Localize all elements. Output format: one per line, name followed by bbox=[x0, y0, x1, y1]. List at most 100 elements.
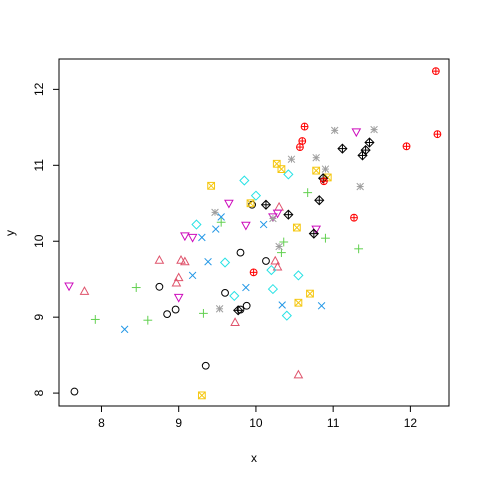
data-point bbox=[272, 261, 283, 271]
data-point bbox=[171, 305, 180, 314]
data-point bbox=[283, 169, 294, 180]
data-point bbox=[155, 282, 164, 291]
data-point bbox=[250, 190, 262, 201]
data-point bbox=[239, 175, 250, 186]
data-point bbox=[216, 217, 226, 227]
x-axis-label: x bbox=[251, 451, 257, 465]
data-point bbox=[260, 199, 272, 210]
data-point bbox=[241, 221, 251, 231]
data-point bbox=[293, 270, 304, 281]
y-tick-label: 11 bbox=[32, 159, 46, 172]
data-point bbox=[131, 283, 141, 292]
y-tick-label: 12 bbox=[32, 82, 46, 96]
data-point bbox=[201, 361, 210, 370]
data-point bbox=[431, 67, 440, 76]
data-point bbox=[154, 254, 165, 264]
data-point bbox=[90, 315, 100, 324]
data-point bbox=[270, 255, 281, 265]
data-point bbox=[64, 282, 74, 292]
data-point bbox=[236, 248, 245, 257]
data-point bbox=[212, 225, 220, 233]
data-point bbox=[187, 233, 198, 243]
plot-frame bbox=[58, 58, 450, 407]
data-point bbox=[275, 242, 283, 251]
data-point bbox=[354, 244, 364, 254]
data-point bbox=[249, 268, 258, 277]
y-axis: 8 9 10 11 12 bbox=[32, 82, 59, 396]
data-point bbox=[219, 257, 231, 268]
x-tick-label: 8 bbox=[98, 416, 105, 430]
data-point bbox=[266, 264, 277, 276]
data-point bbox=[204, 257, 212, 266]
data-point bbox=[370, 125, 378, 134]
data-point bbox=[198, 233, 206, 242]
data-point bbox=[321, 165, 330, 173]
data-point bbox=[279, 237, 289, 247]
data-point bbox=[298, 137, 307, 145]
y-tick-label: 9 bbox=[32, 314, 46, 321]
data-point bbox=[314, 195, 325, 206]
data-point bbox=[300, 122, 309, 131]
data-point bbox=[79, 286, 90, 295]
data-point bbox=[274, 201, 284, 211]
data-point bbox=[259, 220, 268, 229]
data-point bbox=[433, 130, 442, 139]
data-point bbox=[180, 232, 190, 242]
x-tick-label: 10 bbox=[249, 416, 263, 430]
data-point bbox=[120, 325, 129, 334]
data-point bbox=[199, 308, 208, 318]
data-point bbox=[267, 283, 279, 295]
data-point bbox=[173, 293, 184, 303]
data-point bbox=[215, 305, 224, 313]
data-point bbox=[356, 182, 364, 191]
data-point bbox=[278, 301, 286, 309]
data-point bbox=[303, 188, 313, 198]
data-point bbox=[188, 271, 197, 280]
x-tick-label: 11 bbox=[327, 416, 340, 430]
data-point bbox=[207, 181, 216, 190]
data-point bbox=[70, 387, 79, 396]
data-point bbox=[306, 289, 314, 298]
x-axis: 8 9 10 11 12 bbox=[98, 406, 417, 430]
data-point bbox=[277, 165, 286, 173]
data-point bbox=[230, 317, 240, 326]
data-point bbox=[229, 290, 240, 302]
data-point bbox=[287, 155, 296, 163]
data-point bbox=[180, 256, 190, 266]
data-point bbox=[350, 213, 358, 222]
data-point bbox=[176, 254, 186, 264]
data-point bbox=[197, 391, 206, 400]
data-point bbox=[337, 143, 348, 154]
data-point bbox=[191, 219, 202, 230]
data-point bbox=[268, 213, 278, 223]
data-point bbox=[351, 128, 362, 138]
data-point bbox=[272, 209, 283, 219]
data-point bbox=[283, 209, 294, 220]
y-axis-label: y bbox=[3, 230, 17, 236]
x-tick-label: 9 bbox=[175, 416, 182, 430]
data-point bbox=[330, 126, 339, 135]
data-point bbox=[242, 283, 250, 292]
data-point bbox=[246, 199, 255, 208]
data-point bbox=[281, 310, 292, 321]
data-point bbox=[269, 214, 277, 223]
data-point bbox=[221, 288, 229, 297]
data-point bbox=[321, 233, 330, 243]
y-tick-label: 10 bbox=[32, 234, 46, 248]
x-tick-label: 12 bbox=[404, 416, 418, 430]
data-point bbox=[293, 369, 304, 379]
data-point bbox=[163, 310, 172, 319]
data-point bbox=[312, 153, 320, 162]
data-point bbox=[360, 145, 371, 156]
data-point bbox=[364, 137, 375, 148]
data-point bbox=[294, 298, 303, 307]
data-point bbox=[242, 301, 251, 310]
data-point bbox=[173, 272, 184, 282]
y-tick-label: 8 bbox=[32, 389, 46, 396]
data-point bbox=[292, 223, 301, 232]
data-point bbox=[317, 302, 326, 310]
data-point bbox=[233, 305, 244, 316]
data-point bbox=[224, 199, 234, 209]
data-point bbox=[312, 166, 321, 175]
data-point bbox=[277, 248, 286, 258]
